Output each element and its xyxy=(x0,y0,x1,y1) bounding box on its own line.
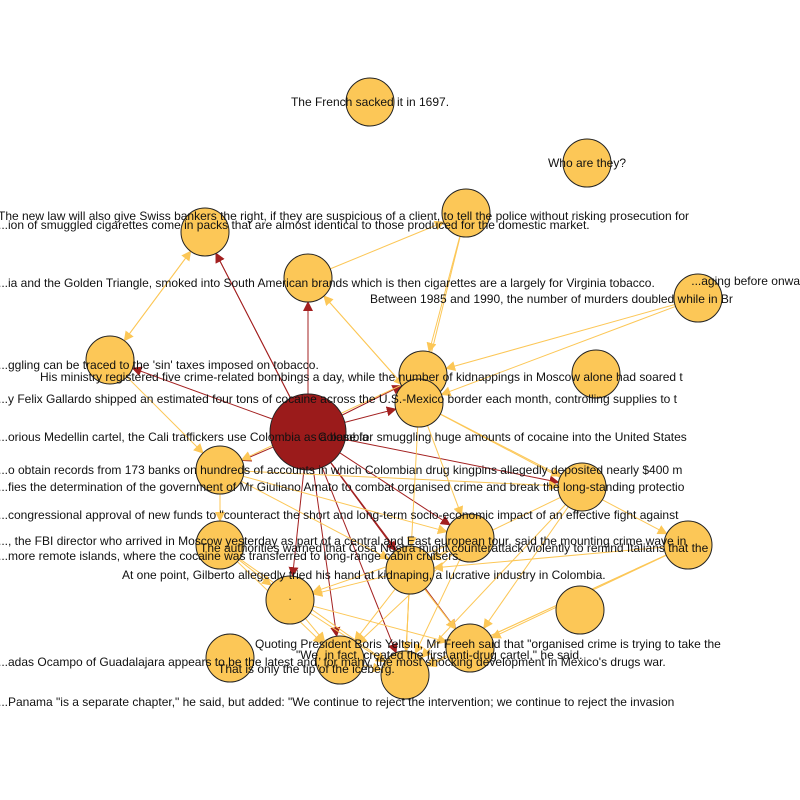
graph-node[interactable] xyxy=(195,445,245,495)
node-label-n6: ...aging before onwa xyxy=(691,274,800,288)
edge-n19-n20 xyxy=(313,605,448,645)
node-label-n13: ...fies the determination of the governm… xyxy=(0,480,685,494)
edge-center-n8 xyxy=(131,366,273,420)
graph-node[interactable] xyxy=(265,575,315,625)
node-label-n22: "We, in fact, created the first anti-dru… xyxy=(296,648,582,662)
node-label-n1: The French sacked it in 1697. xyxy=(291,95,449,109)
node-label-n5: ...ia and the Golden Triangle, smoked in… xyxy=(0,276,655,290)
node-label-center: Colombia xyxy=(318,430,369,444)
edge-n12-n17 xyxy=(241,480,390,560)
node-label-n11: ...orious Medellin cartel, the Cali traf… xyxy=(0,430,687,444)
node-label-n3: The new law will also give Swiss bankers… xyxy=(0,209,689,223)
edge-center-n13 xyxy=(345,438,560,486)
graph-node[interactable] xyxy=(195,520,245,570)
edge-n17-n23 xyxy=(354,588,396,642)
graph-node[interactable] xyxy=(205,633,255,683)
graph-node[interactable] xyxy=(394,378,444,428)
edge-center-n15 xyxy=(339,452,451,526)
edge-n16-n19 xyxy=(238,559,272,586)
edge-n8-n4 xyxy=(123,250,192,342)
edge-n13-n22 xyxy=(420,504,566,659)
center-node[interactable] xyxy=(269,393,347,471)
edge-center-n12 xyxy=(241,446,274,462)
edge-n12-n13 xyxy=(243,470,560,491)
edge-n10-n5 xyxy=(323,295,404,386)
graph-node[interactable] xyxy=(385,545,435,595)
node-label-n9: His ministry registered five crime-relat… xyxy=(40,370,683,384)
edge-n14-n17 xyxy=(432,546,665,573)
edge-n27-n9 xyxy=(426,236,461,353)
node-label-n7: Between 1985 and 1990, the number of mur… xyxy=(370,292,733,306)
graph-node[interactable] xyxy=(283,253,333,303)
node-label-n20: Quoting President Boris Yeltsin, Mr Free… xyxy=(255,637,721,651)
node-label-n21: ...adas Ocampo of Guadalajara appears to… xyxy=(0,655,666,669)
node-label-n14: ...congressional approval of new funds t… xyxy=(0,508,679,522)
edge-center-n4 xyxy=(215,252,292,399)
node-label-n8: ...ggling can be traced to the 'sin' tax… xyxy=(0,358,319,372)
edge-n8-n12 xyxy=(126,376,204,454)
edge-n6-n9 xyxy=(445,303,676,371)
edge-n15-n18 xyxy=(430,548,450,560)
edge-center-n10 xyxy=(344,406,397,423)
graph-node[interactable] xyxy=(571,349,621,399)
label-layer: Colombia The French sacked it in 1697. Who… xyxy=(0,95,800,709)
graph-node[interactable] xyxy=(663,520,713,570)
edge-n17-n19 xyxy=(312,575,387,597)
graph-node[interactable] xyxy=(85,335,135,385)
edge-center-n18 xyxy=(330,462,397,552)
node-label-n18: At one point, Gilberto allegedly tried h… xyxy=(122,568,606,582)
graph-node[interactable] xyxy=(445,623,495,673)
edge-n23-n24 xyxy=(363,662,383,673)
node-label-n10: ...y Felix Gallardo shipped an estimated… xyxy=(0,392,678,406)
node-layer xyxy=(85,77,723,700)
edge-n13-n20 xyxy=(483,506,569,630)
graph-node[interactable] xyxy=(673,273,723,323)
edge-n10-n14 xyxy=(439,413,668,535)
node-label-n23: That is only the tip of the iceberg. xyxy=(218,662,395,676)
node-label-n17: The authorities warned that Cosa Nostra … xyxy=(200,541,709,555)
node-label-n24: ...Panama "is a separate chapter," he sa… xyxy=(0,695,674,709)
node-label-n12: ...o obtain records from 173 banks on hu… xyxy=(0,463,682,477)
edge-n10-n17 xyxy=(406,426,419,548)
edge-n18-n20 xyxy=(424,588,456,630)
graph-node[interactable] xyxy=(557,462,607,512)
graph-node[interactable] xyxy=(380,650,430,700)
edge-center-n23 xyxy=(312,469,341,638)
edge-n18-n22 xyxy=(401,593,412,653)
edge-layer xyxy=(123,220,676,673)
edge-n7-n10 xyxy=(440,305,676,397)
graph-node[interactable] xyxy=(180,207,230,257)
node-label-n16: ...more remote islands, where the cocain… xyxy=(0,549,462,563)
edge-center-n19 xyxy=(288,469,305,578)
edge-n15-n23 xyxy=(356,554,453,645)
node-label-n15: ..., the FBI director who arrived in Mos… xyxy=(0,534,686,548)
edge-n12-n15 xyxy=(243,475,448,535)
graph-node[interactable] xyxy=(562,138,612,188)
graph-node[interactable] xyxy=(445,513,495,563)
edge-n10-n15 xyxy=(427,425,464,517)
graph-node[interactable] xyxy=(555,585,605,635)
edge-center-n22 xyxy=(321,467,398,654)
graph-node[interactable] xyxy=(345,77,395,127)
graph-node[interactable] xyxy=(441,188,491,238)
node-label-n19: . xyxy=(288,589,291,603)
node-label-n2: Who are they? xyxy=(548,156,626,170)
node-label-n4: ...ion of smuggled cigarettes come in pa… xyxy=(0,218,590,232)
edge-n16-n22 xyxy=(239,558,387,662)
edge-n5-n27 xyxy=(330,220,445,270)
edge-center-n9 xyxy=(341,385,403,416)
graph-node[interactable] xyxy=(315,635,365,685)
